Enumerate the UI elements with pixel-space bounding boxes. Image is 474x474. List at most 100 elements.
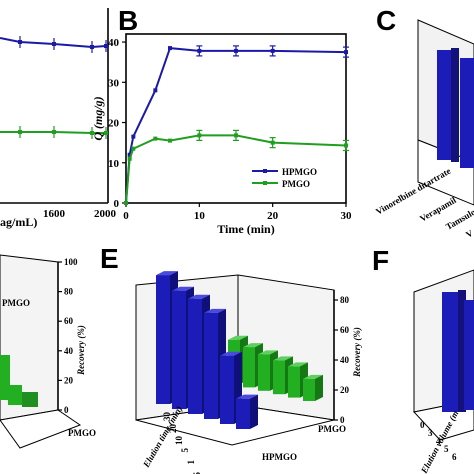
panel-e-tick-label: 80 [340, 295, 350, 305]
panel-e-bar-hpmgo [172, 290, 186, 409]
panel-e-depth-tick: 5 [180, 448, 190, 453]
panel-b-data-point [127, 152, 132, 157]
panel-b-data-point [153, 88, 158, 93]
panel-d-bar-1 [0, 355, 10, 400]
panel-c-cat-4: V [464, 228, 474, 240]
panel-e-bar-hpmgo-top [156, 271, 178, 276]
panel-a-data-point [18, 130, 22, 134]
panel-b-x-tick-label: 30 [341, 210, 353, 222]
panel-e-tick-label: 20 [340, 385, 350, 395]
panel-b-data-point [127, 156, 132, 161]
panel-e-bar-hpmgo-side [250, 394, 258, 429]
panel-a-x-tick-2000: 2000 [94, 208, 117, 220]
panel-d-tick-label: 60 [64, 316, 74, 326]
panel-b-label: B [118, 5, 138, 36]
panel-b-data-point [168, 138, 172, 143]
panel-d-bar-2 [8, 385, 22, 405]
panel-e-bar-hpmgo [156, 275, 170, 404]
panel-f-depth-tick-3: 3 [428, 428, 433, 438]
panel-e-bar-hpmgo [236, 398, 250, 429]
panel-e-bar-hpmgo-top [188, 294, 210, 299]
panel-e-bar-pmgo [258, 354, 270, 391]
panel-e-bar-hpmgo-top [220, 351, 242, 356]
panel-b-legend-marker [263, 181, 267, 185]
panel-c-bar-1-side [451, 48, 459, 162]
panel-a-data-point [90, 45, 94, 49]
panel-e-bar-hpmgo-top [172, 286, 194, 291]
panel-e-bar-pmgo-side [315, 374, 323, 401]
panel-b-series-line [125, 47, 347, 204]
panel-e-bar-pmgo-top [288, 362, 308, 367]
panel-f-depth-tick-6: 6 [452, 452, 457, 462]
panel-d: 100 80 60 40 20 0 Recovery (%) PMGO PMGO [0, 254, 96, 449]
panel-b-frame [125, 33, 347, 204]
panel-d-tick-label: 40 [64, 346, 74, 356]
panel-a: 1600 2000 ag/mL) [0, 8, 117, 229]
panel-a-data-point [104, 44, 108, 48]
panel-e-bar-pmgo [288, 366, 300, 398]
panel-b-legend-marker [263, 169, 267, 173]
panel-e-bar-hpmgo [220, 355, 234, 424]
panel-e-ticks: 80 60 40 20 0 [334, 295, 350, 425]
panel-b-y-tick-label: 10 [108, 158, 120, 170]
panel-e-bar-hpmgo-top [204, 308, 226, 313]
panel-f-label: F [372, 245, 389, 276]
panel-f-depth-tick-0: 0 [420, 420, 425, 430]
panel-a-x-axis-fragment: ag/mL) [0, 215, 37, 229]
panel-d-ticks: 100 80 60 40 20 0 [58, 257, 78, 415]
panel-a-data-point [52, 130, 56, 134]
panel-b-x-tick-label: 20 [267, 210, 279, 222]
panel-b-y-axis-title: Q (mg/g) [91, 96, 105, 140]
panel-a-x-tick-1600: 1600 [43, 208, 66, 220]
panel-b-y-tick-label: 20 [108, 118, 120, 130]
panel-b-data-point [197, 133, 202, 138]
panel-e-depth-tick: 30 [162, 412, 172, 422]
panel-c-label: C [376, 5, 396, 36]
panel-b-x-tick-label: 10 [194, 210, 206, 222]
panel-e-bar-pmgo-top [273, 356, 293, 361]
panel-f-bar-2 [464, 300, 474, 410]
panel-d-legend-pmgo: PMGO [68, 428, 96, 438]
panel-e-bar-hpmgo [204, 312, 218, 419]
panel-e-bars [156, 271, 323, 429]
panel-e-depth-tick: 10 [174, 436, 184, 446]
panel-d-axis-title: Recovery (%) [76, 325, 86, 376]
panel-f-bar-1-side [458, 290, 466, 412]
panel-b-y-tick-label: 0 [114, 198, 120, 210]
panel-b-y-tick-label: 30 [108, 77, 120, 89]
panel-d-bar-3 [22, 392, 38, 407]
panel-e-bar-pmgo [273, 360, 285, 395]
panel-e-axis-title: Recovery (%) [352, 327, 362, 378]
panel-b-data-point [131, 146, 136, 151]
panel-a-data-point [52, 42, 56, 46]
panel-e-label: E [100, 243, 119, 274]
panel-b-data-point [344, 50, 348, 55]
panel-c-bar-2 [460, 58, 474, 168]
panel-e-depth-tick: 20 [168, 424, 178, 434]
panel-e-series-hpmgo: HPMGO [262, 452, 297, 462]
panel-e-tick-label: 0 [340, 415, 345, 425]
panel-e-bar-pmgo-top [243, 343, 263, 348]
panel-b-legend-label: HPMGO [282, 167, 317, 177]
panel-d-tick-label: 20 [64, 375, 74, 385]
panel-b-data-point [234, 48, 238, 53]
panel-b-series [124, 45, 349, 205]
panel-d-legend-fragment: PMGO [2, 298, 30, 308]
panel-b-data-point [153, 136, 158, 141]
panel-a-lines [0, 36, 108, 139]
panel-b-data-point [344, 143, 348, 148]
panel-c-bar-1 [437, 50, 451, 160]
panel-a-data-point [104, 131, 108, 135]
panel-f: F 0 3 4 5 6 Elution volume (m [372, 245, 474, 474]
panel-b-data-point [270, 48, 275, 53]
panel-d-tick-label: 0 [64, 405, 69, 415]
panel-e-bar-hpmgo-top [236, 394, 258, 399]
panel-b: B 0 10 20 30 0 10 20 30 40 Time (min) Q (mg/g) HPM… [91, 5, 352, 236]
panel-b-data-point [168, 46, 172, 51]
panel-f-depth-tick-5: 5 [444, 444, 449, 454]
panel-a-data-point [18, 40, 22, 44]
panel-e-tick-label: 60 [340, 325, 350, 335]
panel-b-x-tick-label: 0 [123, 210, 129, 222]
panel-b-axes: 0 10 20 30 0 10 20 30 40 Time (min) Q (mg/g) [91, 33, 353, 236]
